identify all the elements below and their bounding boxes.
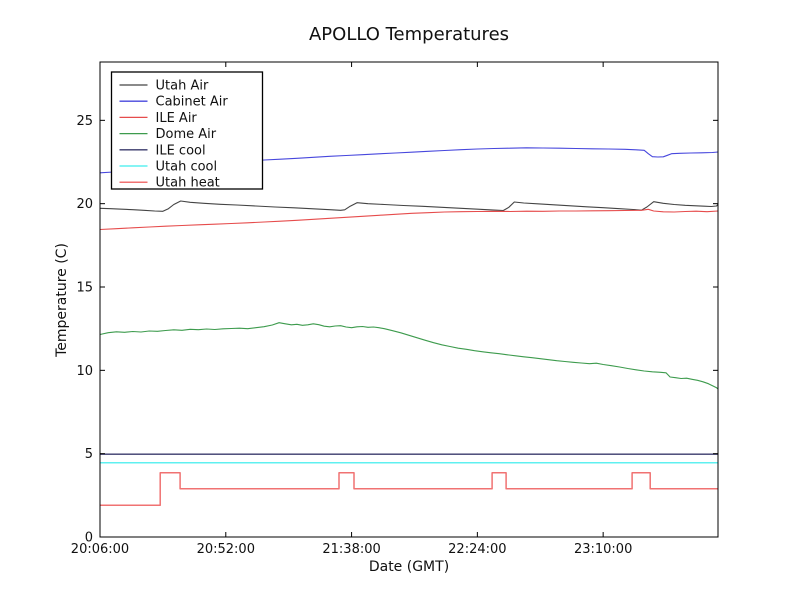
chart-title: APOLLO Temperatures	[308, 24, 510, 45]
y-tick-label: 20	[76, 197, 93, 212]
x-tick-label: 22:24:00	[448, 542, 506, 557]
y-tick-label: 25	[76, 114, 93, 129]
x-tick-label: 20:52:00	[197, 542, 255, 557]
series-line-ile-air	[99, 208, 719, 231]
legend-label-utah-heat: Utah heat	[156, 176, 220, 191]
series-line-utah-air	[99, 200, 719, 212]
y-tick-label: 5	[85, 447, 93, 462]
x-tick-label: 20:06:00	[71, 542, 129, 557]
y-tick-label: 0	[85, 531, 93, 546]
legend-label-utah-cool: Utah cool	[156, 160, 218, 175]
x-tick-label: 21:38:00	[322, 542, 380, 557]
y-tick-label: 15	[76, 281, 93, 296]
series-line-utah-heat	[100, 472, 718, 507]
series-line-dome-air	[99, 322, 719, 390]
y-tick-label: 10	[76, 364, 93, 379]
axes-spines	[99, 61, 719, 538]
legend-label-utah-air: Utah Air	[156, 79, 209, 94]
x-axis-label: Date (GMT)	[368, 559, 450, 575]
legend-label-cabinet-air: Cabinet Air	[156, 95, 229, 110]
legend-label-ile-air: ILE Air	[156, 111, 198, 126]
x-tick-label: 23:10:00	[574, 542, 632, 557]
legend-label-ile-cool: ILE cool	[156, 143, 206, 158]
legend-label-dome-air: Dome Air	[156, 127, 217, 142]
legend-box	[110, 71, 264, 190]
